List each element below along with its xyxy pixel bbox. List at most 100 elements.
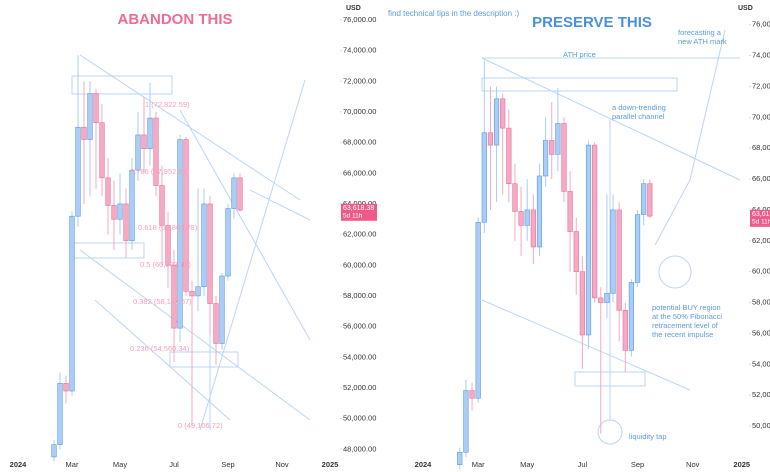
candle-body [536,175,543,248]
candle-body [561,123,567,192]
candle-body [81,126,87,140]
last-price: 63,618.38 [752,211,770,218]
candle-body [69,215,75,392]
candle-body [518,211,524,226]
annotation: retracement level of [652,321,719,330]
x-tick-label: May [520,460,534,469]
annotation: at the 50% Fibonacci [652,312,722,321]
price-badge [750,209,770,227]
candle-body [195,286,201,297]
candle-body [598,297,604,303]
y-tick-label: 50,000.00 [752,421,770,430]
candle-body [573,231,579,272]
annotation: 1 (72,822.59) [145,100,190,109]
candle-body [111,205,117,220]
y-tick-label: 74,000.00 [752,51,770,60]
candle-body [129,169,135,242]
candle-body [506,127,512,184]
candle-body [549,140,555,155]
candle-body [159,185,165,226]
y-tick-label: 60,000.00 [343,260,376,269]
channel-line [481,299,691,391]
annotation: 0.5 (60,993.43) [140,260,191,269]
candle-body [123,203,129,242]
y-tick-label: 52,000.00 [752,390,770,399]
annotation: forecasting a [678,28,722,37]
trend-line [94,299,231,421]
y-tick-label: 60,000.00 [752,267,770,276]
candle-body [75,126,81,217]
axis-unit: USD [738,5,753,12]
annotation: 0.236 (54,560.34) [130,344,190,353]
zone-box [71,75,173,95]
x-tick-label: Mar [472,460,485,469]
candle-body [57,383,63,445]
candle-body [237,177,243,211]
y-tick-label: 48,000.00 [343,444,376,453]
candle-body [585,144,592,336]
candle-body [87,93,93,140]
y-tick-label: 52,000.00 [343,383,376,392]
y-tick-label: 76,000.00 [752,20,770,29]
candle-body [165,225,171,266]
trend-line [199,79,306,431]
candle-body [99,122,105,179]
candle-body [555,123,561,155]
y-tick-label: 50,000.00 [343,414,376,423]
candle-body [647,183,653,217]
x-tick-label: 2024 [415,460,433,469]
annotation: 0.382 (58,117.57) [133,297,192,306]
chart-title: ABANDON THIS [118,11,233,28]
x-tick-label: 2025 [322,460,339,469]
x-tick-label: 2025 [733,460,750,469]
candle-body [567,191,573,232]
zone-box [481,77,678,92]
y-tick-label: 58,000.00 [343,291,376,300]
y-tick-label: 66,000.00 [752,174,770,183]
candle-body [141,134,147,150]
x-tick-label: May [113,460,127,469]
candle-body [63,383,69,392]
countdown: 5d 11h [343,213,363,220]
caption: find technical tips in the description :… [388,9,520,18]
forecast-arrow [654,29,726,246]
candle-body [135,134,141,171]
y-tick-label: 72,000.00 [752,81,770,90]
candle-body [641,183,647,215]
y-tick-label: 62,000.00 [752,236,770,245]
y-tick-label: 56,000.00 [752,328,770,337]
annotation: liquidity tap [629,432,667,441]
annotation: 0 (49,106.72) [178,421,223,430]
candle-body [622,309,628,351]
zone-box [169,351,239,368]
annotation: a down-trending [612,103,666,112]
zone-box [73,242,145,259]
candle-body [481,132,487,223]
candle-body [51,444,57,458]
candle-body [524,209,530,226]
annotation: the recent impulse [652,330,713,339]
chart-title: PRESERVE THIS [532,14,652,31]
candle-body [592,144,598,299]
y-tick-label: 64,000.00 [343,199,376,208]
x-tick-label: Sep [221,460,234,469]
candle-body [105,177,111,206]
candle-body [604,292,610,303]
y-tick-label: 74,000.00 [343,46,376,55]
price-badge [341,203,377,221]
candle-body [530,209,536,248]
channel-line [481,57,741,181]
countdown: 5d 11h [752,219,770,226]
candle-body [171,264,177,329]
candle-body [493,98,500,146]
candle-body [117,203,123,220]
annotation: parallel channel [612,112,665,121]
y-tick-label: 66,000.00 [343,168,376,177]
candle-body [616,209,622,311]
trend-line [79,249,311,421]
x-tick-label: Mar [66,460,79,469]
candle-body [457,451,463,465]
x-tick-label: 2024 [10,460,28,469]
